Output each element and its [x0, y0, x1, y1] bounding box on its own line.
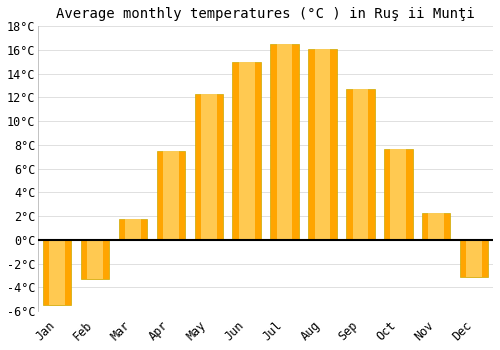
Bar — [194, 94, 223, 240]
Bar — [232, 62, 261, 240]
Bar — [428, 212, 444, 240]
Bar — [277, 44, 292, 240]
Bar — [125, 218, 141, 240]
Bar — [308, 49, 336, 240]
Bar — [43, 240, 72, 305]
Bar — [201, 94, 216, 240]
Bar — [384, 148, 412, 240]
Bar — [81, 240, 110, 279]
Bar — [270, 44, 299, 240]
Bar — [314, 49, 330, 240]
Bar — [163, 151, 178, 240]
Title: Average monthly temperatures (°C ) in Ruş ii Munţi: Average monthly temperatures (°C ) in Ru… — [56, 7, 475, 21]
Bar — [390, 148, 406, 240]
Bar — [156, 151, 185, 240]
Bar — [346, 89, 374, 240]
Bar — [466, 240, 482, 277]
Bar — [50, 240, 65, 305]
Bar — [88, 240, 103, 279]
Bar — [422, 212, 450, 240]
Bar — [352, 89, 368, 240]
Bar — [239, 62, 254, 240]
Bar — [119, 218, 147, 240]
Bar — [460, 240, 488, 277]
